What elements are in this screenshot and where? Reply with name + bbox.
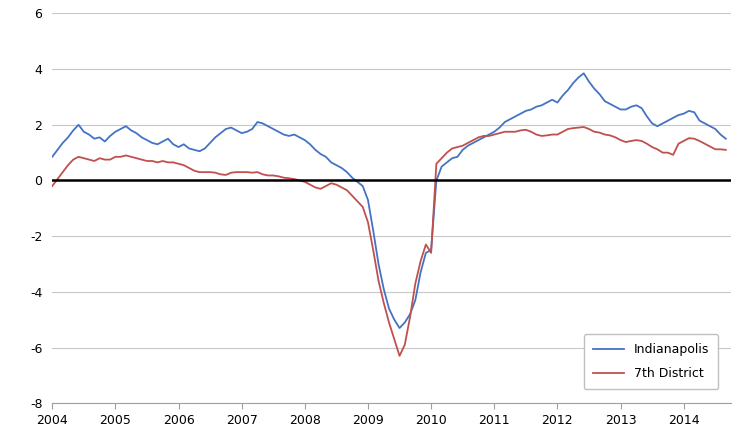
- Indianapolis: [48, 154, 57, 159]
- 7th District: [580, 125, 589, 130]
- Indianapolis: [648, 121, 656, 126]
- Indianapolis: [453, 154, 462, 159]
- Indianapolis: [232, 128, 241, 133]
- 7th District: [395, 353, 404, 358]
- 7th District: [590, 129, 599, 134]
- 7th District: [232, 169, 241, 175]
- Indianapolis: [721, 136, 730, 142]
- Indianapolis: [590, 86, 599, 91]
- Indianapolis: [406, 311, 415, 317]
- Line: Indianapolis: Indianapolis: [52, 73, 726, 328]
- 7th District: [721, 147, 730, 152]
- 7th District: [453, 144, 462, 150]
- 7th District: [648, 144, 656, 150]
- Line: 7th District: 7th District: [52, 127, 726, 356]
- 7th District: [48, 183, 57, 189]
- 7th District: [79, 155, 88, 161]
- Legend: Indianapolis, 7th District: Indianapolis, 7th District: [584, 334, 718, 389]
- Indianapolis: [79, 129, 88, 134]
- 7th District: [406, 314, 415, 319]
- Indianapolis: [580, 71, 589, 76]
- Indianapolis: [395, 325, 404, 331]
